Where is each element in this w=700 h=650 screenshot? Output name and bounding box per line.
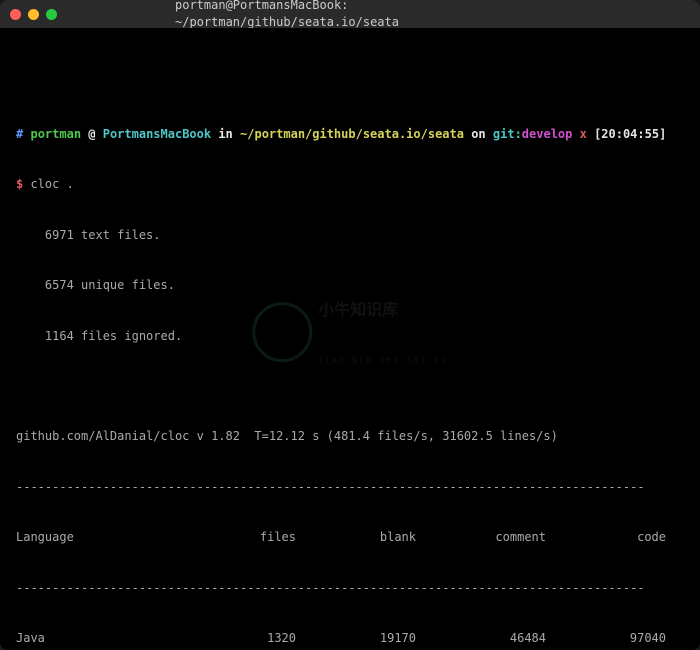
output-line: 6971 text files. — [16, 227, 684, 244]
terminal-body[interactable]: 小牛知识库 XIAO NIU ZHI SHI KU # portman @ Po… — [0, 28, 700, 650]
divider: ----------------------------------------… — [16, 479, 684, 496]
output-line: 6574 unique files. — [16, 277, 684, 294]
minimize-icon[interactable] — [28, 9, 39, 20]
divider: ----------------------------------------… — [16, 580, 684, 597]
titlebar[interactable]: portman@PortmansMacBook: ~/portman/githu… — [0, 0, 700, 28]
blank-line — [16, 378, 684, 395]
terminal-window: portman@PortmansMacBook: ~/portman/githu… — [0, 0, 700, 650]
table-body: Java1320191704648497040HTML3235103340939… — [16, 630, 684, 650]
prompt-line-1: # portman @ PortmansMacBook in ~/portman… — [16, 126, 684, 143]
window-title: portman@PortmansMacBook: ~/portman/githu… — [175, 0, 525, 31]
command-line-1: $ cloc . — [16, 176, 684, 193]
maximize-icon[interactable] — [46, 9, 57, 20]
table-row: Java1320191704648497040 — [16, 630, 684, 647]
output-line: 1164 files ignored. — [16, 328, 684, 345]
close-icon[interactable] — [10, 9, 21, 20]
traffic-lights — [10, 9, 57, 20]
cloc-header: github.com/AlDanial/cloc v 1.82 T=12.12 … — [16, 428, 684, 445]
table-header: Languagefilesblankcommentcode — [16, 529, 684, 546]
